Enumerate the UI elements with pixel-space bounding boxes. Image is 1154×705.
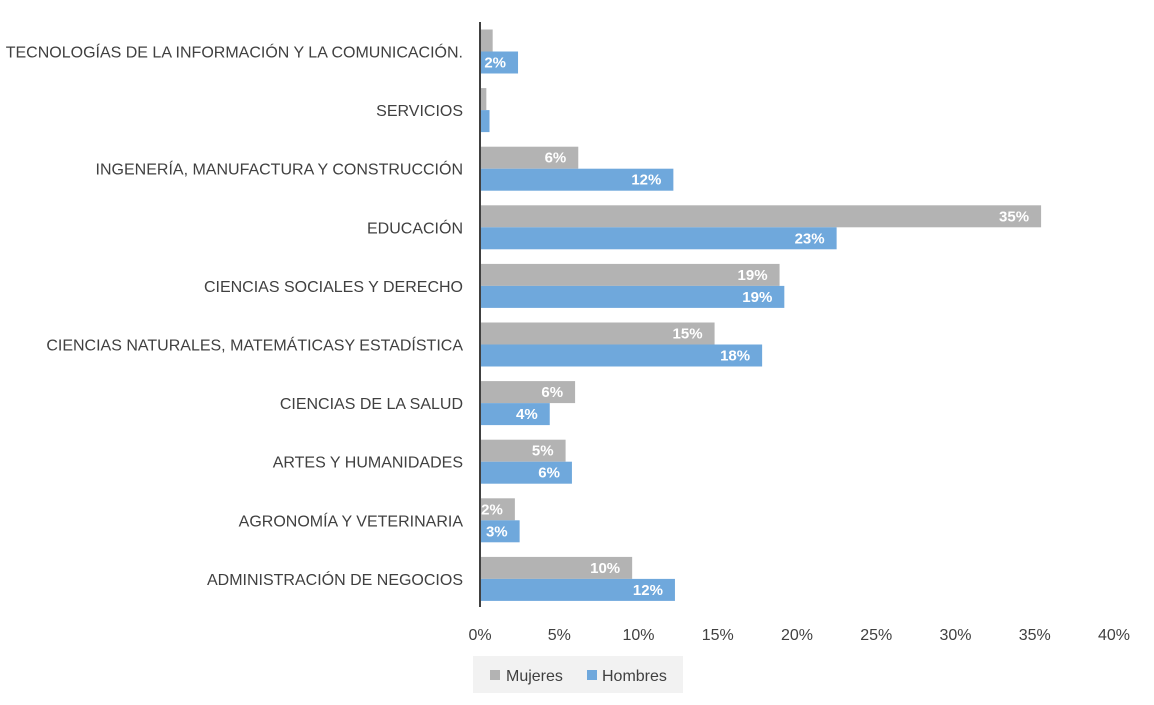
x-tick-label: 40% [1098,627,1130,644]
data-label-mujeres: 35% [999,208,1029,225]
x-tick-label: 5% [548,627,571,644]
data-label-hombres: 6% [538,465,560,482]
category-label: AGRONOMÍA Y VETERINARIA [239,511,464,530]
category-label: SERVICIOS [376,103,463,120]
legend-swatch-mujeres [490,670,500,680]
bar-mujeres [480,439,566,462]
bar-hombres [480,168,674,191]
category-label: ARTES Y HUMANIDADES [273,455,463,472]
data-label-mujeres: 10% [590,560,620,577]
data-label-mujeres: 19% [738,267,768,284]
x-tick-label: 15% [702,627,734,644]
bar-hombres [480,110,490,133]
x-tick-label: 0% [468,627,491,644]
legend-swatch-hombres [587,670,597,680]
bars-group: 2%6%12%35%23%19%19%15%18%6%4%5%6%2%3%10%… [480,29,1042,601]
bar-mujeres [480,29,493,52]
category-label: EDUCACIÓN [367,218,463,237]
category-label: CIENCIAS DE LA SALUD [280,396,463,413]
x-tick-label: 25% [860,627,892,644]
bar-hombres [480,285,785,308]
bar-mujeres [480,381,576,404]
x-tick-label: 35% [1019,627,1051,644]
data-label-mujeres: 15% [673,326,703,343]
category-label: ADMINISTRACIÓN DE NEGOCIOS [207,570,463,589]
category-label: INGENERÍA, MANUFACTURA Y CONSTRUCCIÓN [96,160,463,179]
bar-mujeres [480,498,515,521]
bar-hombres [480,578,675,601]
category-label: TECNOLOGÍAS DE LA INFORMACIÓN Y LA COMUN… [6,43,463,62]
x-tick-label: 20% [781,627,813,644]
bar-hombres [480,403,550,426]
bar-mujeres [480,322,715,345]
data-label-mujeres: 6% [541,384,563,401]
data-label-hombres: 3% [486,523,508,540]
bar-mujeres [480,263,780,286]
x-axis-ticks: 0% 5% 10% 15% 20% 25% 30% 35% 40% [468,627,1130,644]
category-label: CIENCIAS SOCIALES Y DERECHO [204,279,463,296]
bar-hombres [480,520,520,543]
legend-box [473,656,683,693]
data-label-hombres: 19% [742,289,772,306]
data-label-hombres: 12% [631,172,661,189]
legend: Mujeres Hombres [473,656,683,693]
data-label-mujeres: 2% [481,501,503,518]
x-tick-label: 30% [939,627,971,644]
legend-label-hombres: Hombres [602,668,667,685]
bar-hombres [480,51,519,74]
category-labels: TECNOLOGÍAS DE LA INFORMACIÓN Y LA COMUN… [6,43,464,589]
bar-mujeres [480,205,1042,228]
x-tick-label: 10% [622,627,654,644]
legend-label-mujeres: Mujeres [506,668,563,685]
data-label-hombres: 23% [795,230,825,247]
data-label-hombres: 2% [484,55,506,72]
bar-mujeres [480,556,633,579]
bar-hombres [480,461,572,484]
category-label: CIENCIAS NATURALES, MATEMÁTICASY ESTADÍS… [46,336,463,355]
data-label-mujeres: 6% [545,150,567,167]
bar-hombres [480,227,837,250]
data-label-hombres: 12% [633,582,663,599]
data-label-mujeres: 5% [532,443,554,460]
bar-mujeres [480,88,487,111]
data-label-hombres: 4% [516,406,538,423]
bar-mujeres [480,146,579,169]
data-label-hombres: 18% [720,348,750,365]
bar-hombres [480,344,763,367]
